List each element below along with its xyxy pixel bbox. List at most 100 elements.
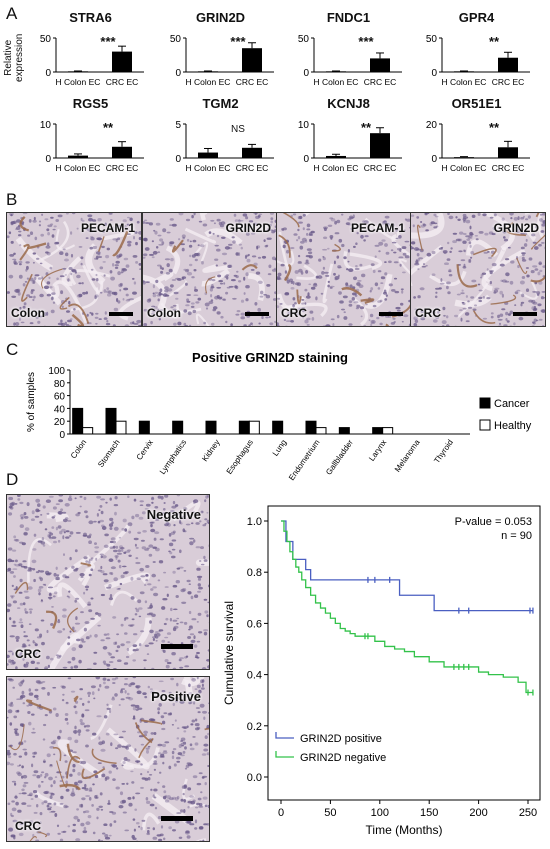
scale-bar bbox=[109, 312, 133, 316]
y-tick-label: 20 bbox=[426, 120, 438, 131]
tissue-label: CRC bbox=[415, 306, 441, 320]
x-category-label: Kidney bbox=[200, 438, 221, 463]
mini-chart-tgm2: TGM2 NS 0 5 H Colon EC CRC EC bbox=[158, 96, 283, 178]
y-tick-label: 20 bbox=[54, 417, 66, 428]
chart-title: Positive GRIN2D staining bbox=[192, 350, 348, 365]
y-axis-label: % of samples bbox=[26, 372, 37, 432]
stain-label: GRIN2D bbox=[493, 221, 539, 235]
bar-cancer-esophagus bbox=[238, 420, 250, 435]
x-category-label: H Colon EC bbox=[56, 163, 101, 173]
bar-healthy-endometrium bbox=[315, 427, 327, 435]
legend-swatch-positive bbox=[275, 732, 294, 739]
micrograph-colon-pecam-1: PECAM-1 Colon bbox=[6, 212, 142, 327]
x-tick-label: 150 bbox=[420, 807, 438, 819]
survival-curve-negative bbox=[281, 520, 533, 694]
x-category-label: H Colon EC bbox=[442, 77, 487, 87]
y-tick-label: 5 bbox=[175, 120, 181, 131]
mini-chart-stra6: STRA6 *** 0 50 H Colon EC CRC EC bbox=[28, 10, 153, 92]
n-annotation: n = 90 bbox=[501, 530, 532, 542]
mini-chart-kcnj8: KCNJ8 ** 0 10 H Colon EC CRC EC bbox=[286, 96, 411, 178]
x-category-label: CRC EC bbox=[106, 77, 139, 87]
x-category-label: Lymphatics bbox=[158, 438, 188, 476]
bar-h-colon-ec bbox=[454, 157, 474, 158]
bar-h-colon-ec bbox=[454, 71, 474, 73]
x-category-label: CRC EC bbox=[364, 77, 397, 87]
x-category-label: H Colon EC bbox=[186, 77, 231, 87]
y-tick-label: 0 bbox=[45, 154, 51, 165]
significance-label: NS bbox=[231, 124, 245, 135]
staining-label: Negative bbox=[146, 507, 201, 522]
x-tick-label: 0 bbox=[278, 807, 284, 819]
mini-chart-title: OR51E1 bbox=[451, 96, 502, 111]
significance-label: ** bbox=[360, 120, 372, 135]
tissue-label: CRC bbox=[15, 819, 41, 833]
x-category-label: Lung bbox=[271, 438, 289, 458]
bar-crc-ec bbox=[498, 147, 518, 158]
tissue-label: Colon bbox=[147, 306, 181, 320]
panel-letter-d: D bbox=[6, 470, 19, 489]
bar-cancer-colon bbox=[72, 407, 84, 435]
bar-cancer-larynx bbox=[372, 427, 384, 435]
scale-bar bbox=[161, 816, 193, 821]
panel-letter-a: A bbox=[6, 4, 18, 23]
mini-chart-plot: 0 50 H Colon EC CRC EC bbox=[298, 34, 402, 87]
plot-frame bbox=[267, 505, 541, 801]
mini-chart-plot: 0 50 H Colon EC CRC EC bbox=[170, 34, 274, 87]
tissue-label: Colon bbox=[11, 306, 45, 320]
significance-label: *** bbox=[100, 34, 116, 49]
significance-label: *** bbox=[358, 34, 374, 49]
mini-chart-fndc1: FNDC1 *** 0 50 H Colon EC CRC EC bbox=[286, 10, 411, 92]
significance-label: ** bbox=[488, 120, 500, 135]
mini-chart-title: TGM2 bbox=[202, 96, 239, 111]
panel-a-ylabel-line2: expression bbox=[13, 33, 25, 82]
legend-label-positive: GRIN2D positive bbox=[300, 733, 382, 745]
bar-healthy-colon bbox=[82, 427, 94, 435]
micrograph-crc-positive: Positive CRC bbox=[6, 676, 210, 842]
y-tick-label: 50 bbox=[40, 34, 52, 45]
mini-chart-title: GRIN2D bbox=[195, 10, 246, 25]
x-category-label: H Colon EC bbox=[314, 77, 359, 87]
panel-letter-c: C bbox=[6, 340, 19, 359]
y-tick-label: 0.8 bbox=[247, 567, 262, 579]
mini-chart-grin2d: GRIN2D *** 0 50 H Colon EC CRC EC bbox=[158, 10, 283, 92]
y-tick-label: 10 bbox=[40, 120, 52, 131]
y-tick-label: 0.2 bbox=[247, 721, 262, 733]
bar-crc-ec bbox=[242, 147, 262, 158]
mini-chart-or51e1: OR51E1 ** 0 20 H Colon EC CRC EC bbox=[414, 96, 539, 178]
bar-h-colon-ec bbox=[68, 71, 88, 73]
bar-cancer-cervix bbox=[138, 420, 150, 435]
y-tick-label: 10 bbox=[298, 120, 310, 131]
bar-healthy-larynx bbox=[382, 427, 394, 435]
legend-label-negative: GRIN2D negative bbox=[300, 752, 386, 764]
mini-chart-plot: 0 5 H Colon EC CRC EC bbox=[175, 120, 274, 173]
x-category-label: H Colon EC bbox=[442, 163, 487, 173]
bar-healthy-stomach bbox=[115, 420, 127, 435]
survival-curve-positive bbox=[281, 520, 533, 612]
legend-swatch-negative bbox=[275, 751, 294, 758]
x-category-label: H Colon EC bbox=[186, 163, 231, 173]
x-category-label: CRC EC bbox=[236, 77, 269, 87]
x-category-label: CRC EC bbox=[492, 77, 525, 87]
x-category-label: Esophagus bbox=[225, 438, 255, 476]
x-category-label: Larynx bbox=[367, 438, 388, 463]
y-tick-label: 100 bbox=[48, 366, 65, 377]
mini-chart-title: RGS5 bbox=[72, 96, 109, 111]
x-tick-label: 200 bbox=[469, 807, 487, 819]
bar-crc-ec bbox=[112, 146, 132, 158]
micrograph-crc-negative: Negative CRC bbox=[6, 494, 210, 670]
panel-letter-b: B bbox=[6, 190, 18, 209]
mini-chart-plot: 0 50 H Colon EC CRC EC bbox=[426, 34, 530, 87]
mini-chart-rgs5: RGS5 ** 0 10 H Colon EC CRC EC bbox=[28, 96, 153, 178]
mini-chart-plot: 0 10 H Colon EC CRC EC bbox=[298, 120, 402, 173]
tissue-label: CRC bbox=[281, 306, 307, 320]
x-category-label: H Colon EC bbox=[314, 163, 359, 173]
x-category-label: H Colon EC bbox=[56, 77, 101, 87]
y-tick-label: 0.4 bbox=[247, 670, 262, 682]
tissue-label: CRC bbox=[15, 647, 41, 661]
y-tick-label: 50 bbox=[298, 34, 310, 45]
bar-crc-ec bbox=[112, 51, 132, 72]
stain-label: PECAM-1 bbox=[80, 221, 135, 235]
bar-crc-ec bbox=[370, 133, 390, 158]
scale-bar bbox=[245, 312, 269, 316]
bar-cancer-stomach bbox=[105, 407, 117, 435]
